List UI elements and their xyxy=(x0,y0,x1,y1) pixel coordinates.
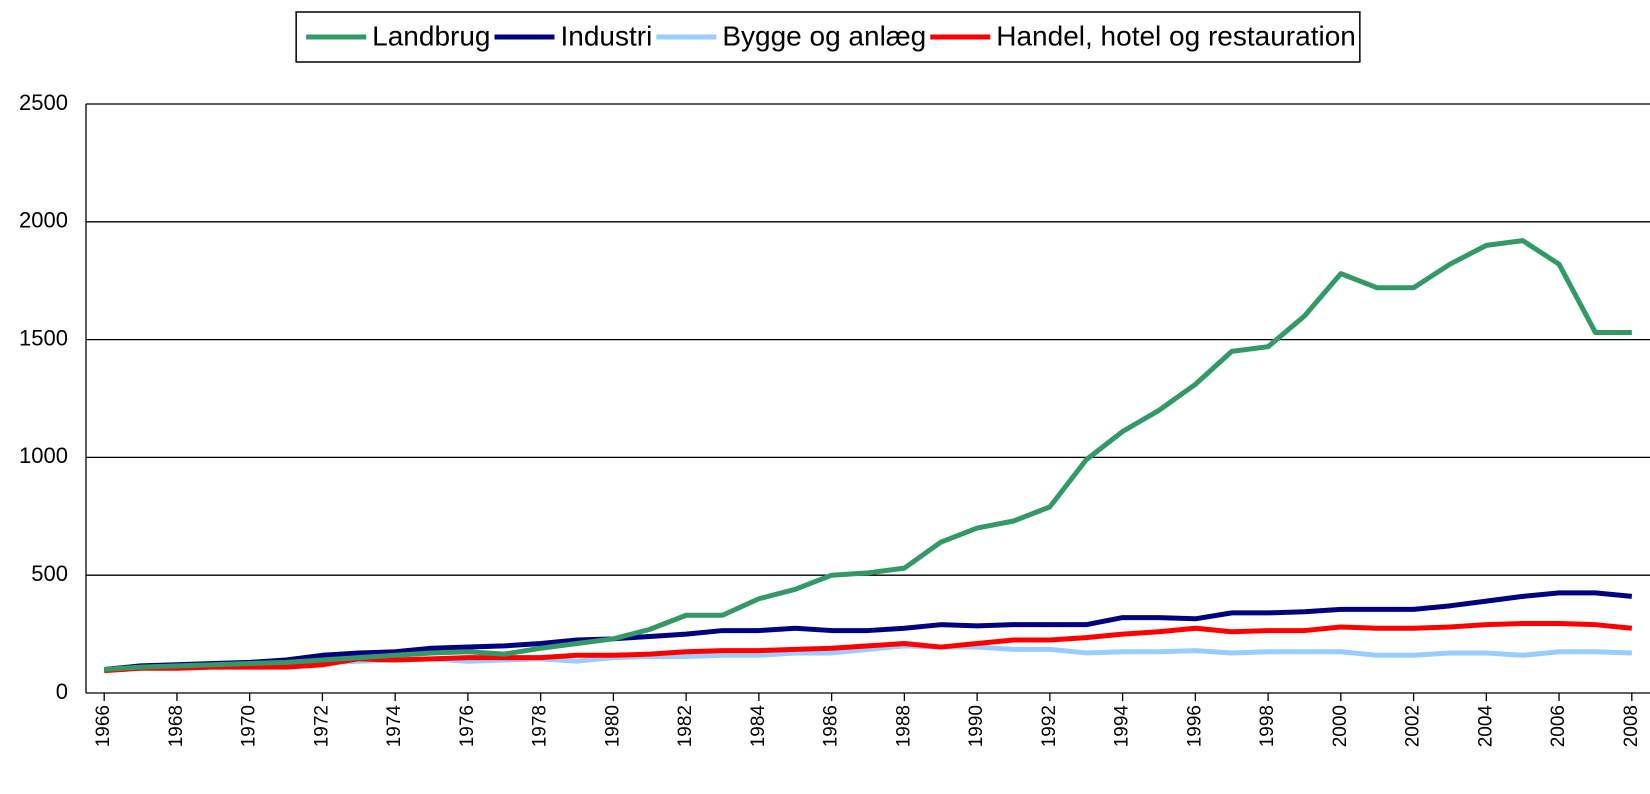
y-tick-label: 1000 xyxy=(19,443,68,468)
x-tick-label: 1986 xyxy=(821,705,842,747)
x-tick-label: 2002 xyxy=(1403,705,1424,747)
legend-box xyxy=(295,11,1361,63)
x-tick-label: 2008 xyxy=(1621,705,1642,747)
x-tick-label: 1980 xyxy=(602,705,623,747)
y-tick-label: 2000 xyxy=(19,208,68,233)
legend-label: Landbrug xyxy=(372,20,490,51)
y-tick-label: 0 xyxy=(56,679,68,704)
x-tick-label: 1978 xyxy=(530,705,551,747)
series-line xyxy=(104,238,1632,672)
x-tick-label: 1976 xyxy=(457,705,478,747)
x-tick-label: 1968 xyxy=(166,705,187,747)
y-tick-label: 2500 xyxy=(19,90,68,115)
x-tick-label: 1974 xyxy=(384,705,405,748)
x-tick-label: 1972 xyxy=(311,705,332,747)
x-tick-label: 1998 xyxy=(1257,705,1278,747)
x-tick-label: 1996 xyxy=(1184,705,1205,747)
x-tick-label: 1966 xyxy=(93,705,114,747)
x-tick-label: 1994 xyxy=(1112,705,1133,748)
x-tick-label: 2004 xyxy=(1475,705,1496,748)
x-tick-label: 2006 xyxy=(1548,705,1569,747)
x-tick-label: 1984 xyxy=(748,705,769,748)
legend-label: Bygge og anlæg xyxy=(722,20,926,51)
x-tick-label: 1992 xyxy=(1039,705,1060,747)
y-tick-label: 500 xyxy=(31,561,68,586)
x-tick-label: 1988 xyxy=(893,705,914,747)
x-tick-label: 1990 xyxy=(966,705,987,747)
y-tick-label: 1500 xyxy=(19,325,68,350)
series-line xyxy=(103,590,1633,672)
legend-label: Industri xyxy=(561,20,653,51)
x-tick-label: 2000 xyxy=(1330,705,1351,747)
x-tick-label: 1982 xyxy=(675,705,696,747)
x-tick-label: 1970 xyxy=(239,705,260,747)
legend-label: Handel, hotel og restauration xyxy=(996,20,1356,51)
